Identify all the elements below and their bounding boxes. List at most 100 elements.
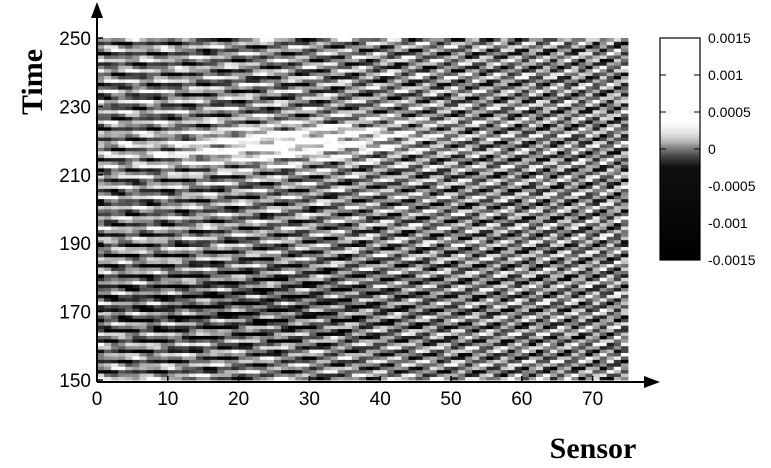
heatmap-cell — [387, 332, 395, 336]
heatmap-cell — [288, 345, 296, 350]
heatmap-cell — [408, 219, 416, 224]
heatmap-cell — [408, 338, 416, 343]
heatmap-cell — [104, 239, 112, 244]
heatmap-cell — [139, 150, 147, 155]
heatmap-cell — [210, 256, 218, 261]
heatmap-cell — [351, 349, 360, 354]
heatmap-cell — [132, 150, 140, 155]
heatmap-cell — [330, 328, 339, 333]
heatmap-cell — [174, 51, 183, 56]
heatmap-cell — [387, 222, 395, 227]
heatmap-cell — [436, 202, 445, 206]
heatmap-cell — [245, 359, 254, 364]
heatmap-cell — [203, 287, 211, 292]
heatmap-cell — [97, 335, 105, 340]
heatmap-cell — [104, 209, 112, 213]
heatmap-cell — [181, 311, 190, 316]
heatmap-cell — [436, 215, 445, 220]
heatmap-cell — [288, 198, 296, 203]
heatmap-cell — [167, 120, 176, 124]
heatmap-cell — [281, 79, 289, 83]
heatmap-cell — [351, 301, 360, 306]
heatmap-cell — [210, 294, 218, 299]
heatmap-cell — [316, 366, 324, 371]
heatmap-cell — [415, 215, 424, 220]
heatmap-cell — [132, 345, 140, 350]
heatmap-cell — [408, 308, 416, 312]
heatmap-cell — [125, 318, 133, 323]
heatmap-cell — [266, 291, 275, 295]
heatmap-cell — [316, 202, 324, 206]
heatmap-cell — [139, 215, 147, 220]
heatmap-cell — [224, 291, 232, 295]
heatmap-cell — [436, 349, 445, 354]
heatmap-cell — [415, 356, 424, 360]
heatmap-cell — [146, 229, 155, 234]
heatmap-cell — [181, 342, 190, 347]
heatmap-cell — [181, 253, 190, 258]
heatmap-cell — [436, 277, 445, 282]
heatmap-cell — [224, 202, 232, 206]
heatmap-cell — [203, 332, 211, 336]
heatmap-cell — [380, 133, 388, 138]
heatmap-cell — [302, 226, 310, 230]
heatmap-cell — [266, 338, 275, 343]
heatmap-cell — [401, 195, 409, 200]
heatmap-cell — [252, 89, 261, 94]
heatmap-cell — [153, 291, 162, 295]
heatmap-cell — [231, 75, 239, 80]
heatmap-cell — [266, 61, 275, 66]
heatmap-cell — [429, 89, 438, 94]
heatmap-cell — [118, 263, 126, 268]
heatmap-cell — [302, 144, 310, 148]
heatmap-cell — [181, 113, 190, 118]
heatmap-cell — [118, 342, 126, 347]
heatmap-cell — [429, 311, 438, 316]
heatmap-cell — [146, 205, 155, 210]
heatmap-cell — [295, 359, 303, 364]
heatmap-cell — [288, 356, 296, 360]
heatmap-cell — [139, 79, 147, 83]
heatmap-cell — [373, 356, 381, 360]
heatmap-cell — [224, 85, 232, 90]
heatmap-cell — [394, 120, 402, 124]
heatmap-cell — [394, 226, 402, 230]
heatmap-cell — [266, 232, 275, 237]
heatmap-cell — [330, 113, 339, 118]
heatmap-cell — [104, 154, 112, 159]
heatmap-cell — [337, 61, 346, 66]
heatmap-cell — [401, 106, 409, 111]
heatmap-cell — [394, 167, 402, 172]
heatmap-cell — [288, 239, 296, 244]
heatmap-cell — [231, 219, 239, 224]
heatmap-cell — [245, 195, 254, 200]
heatmap-cell — [139, 89, 147, 94]
heatmap-cell — [174, 109, 183, 114]
heatmap-cell — [316, 113, 324, 118]
heatmap-cell — [125, 219, 133, 224]
heatmap-cell — [266, 243, 275, 248]
heatmap-cell — [436, 338, 445, 343]
heatmap-cell — [189, 188, 197, 193]
heatmap-cell — [196, 256, 204, 261]
heatmap-cell — [203, 174, 211, 179]
heatmap-cell — [436, 280, 445, 285]
heatmap-cell — [153, 150, 162, 155]
heatmap-cell — [366, 92, 374, 97]
heatmap-cell — [358, 140, 367, 145]
heatmap-cell — [387, 304, 395, 309]
heatmap-cell — [111, 352, 119, 357]
heatmap-cell — [415, 376, 424, 381]
heatmap-cell — [189, 297, 197, 302]
heatmap-cell — [104, 345, 112, 350]
heatmap-cell — [217, 366, 225, 371]
heatmap-cell — [160, 328, 169, 333]
heatmap-cell — [259, 58, 268, 63]
heatmap-cell — [245, 239, 254, 244]
heatmap-cell — [203, 345, 211, 350]
heatmap-cell — [139, 113, 147, 118]
heatmap-cell — [401, 79, 409, 83]
heatmap-cell — [274, 280, 282, 285]
heatmap-cell — [366, 236, 374, 241]
heatmap-cell — [302, 229, 310, 234]
